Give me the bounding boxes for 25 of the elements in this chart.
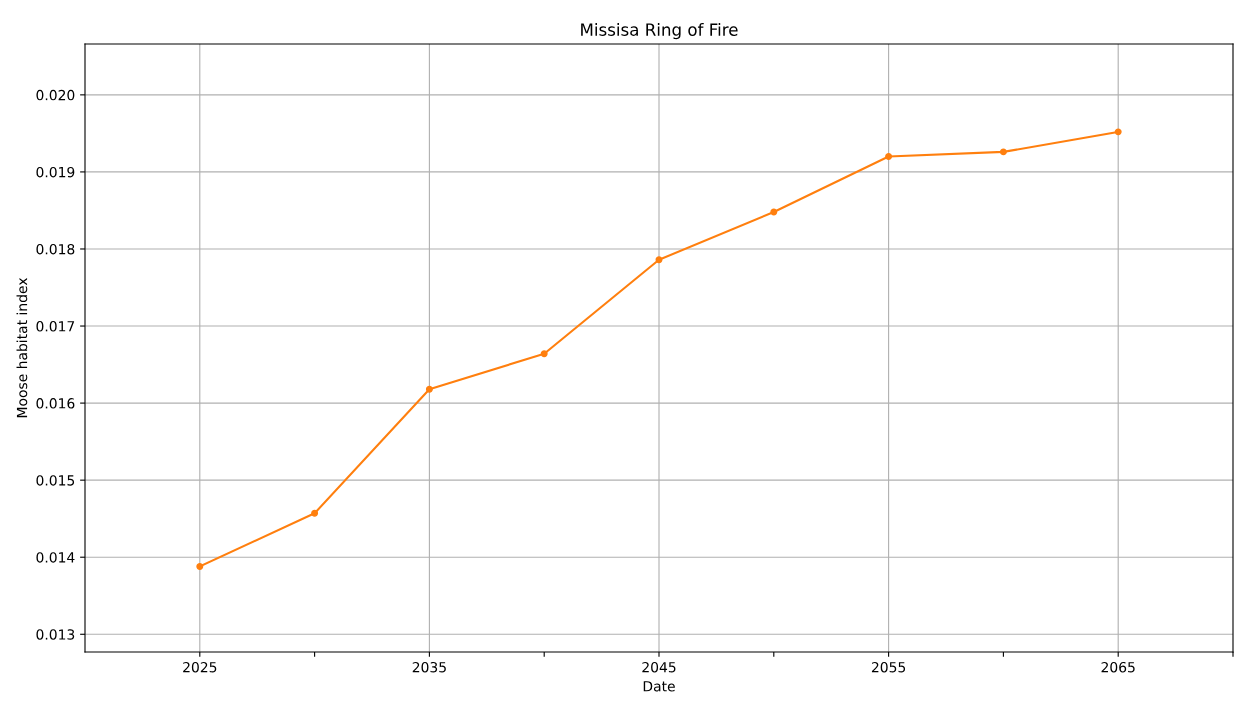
y-tick-label: 0.020 xyxy=(36,89,75,101)
y-tick-label: 0.018 xyxy=(36,243,75,255)
y-axis-title: Moose habitat index xyxy=(16,277,28,418)
point xyxy=(540,350,548,358)
point xyxy=(885,153,893,160)
point xyxy=(311,509,319,517)
y-tick-label: 0.019 xyxy=(36,166,75,178)
point xyxy=(1114,128,1122,136)
x-tick-label: 2065 xyxy=(1101,661,1135,673)
point xyxy=(196,562,204,570)
point xyxy=(425,385,433,393)
y-tick-label: 0.017 xyxy=(36,321,75,332)
point xyxy=(999,148,1007,156)
y-tick-label: 0.014 xyxy=(36,552,75,563)
x-tick-label: 2035 xyxy=(412,661,446,673)
y-tick-label: 0.015 xyxy=(36,475,75,486)
y-tick-label: 0.013 xyxy=(36,629,75,640)
x-tick-label: 2025 xyxy=(183,661,217,673)
chart-title: Missisa Ring of Fire xyxy=(581,23,738,40)
x-tick-label: 2055 xyxy=(871,661,906,673)
x-tick-label: 2045 xyxy=(642,661,676,673)
x-axis-title: Date xyxy=(643,681,675,692)
y-tick-label: 0.016 xyxy=(36,398,75,409)
point xyxy=(655,256,663,264)
point xyxy=(770,208,778,216)
